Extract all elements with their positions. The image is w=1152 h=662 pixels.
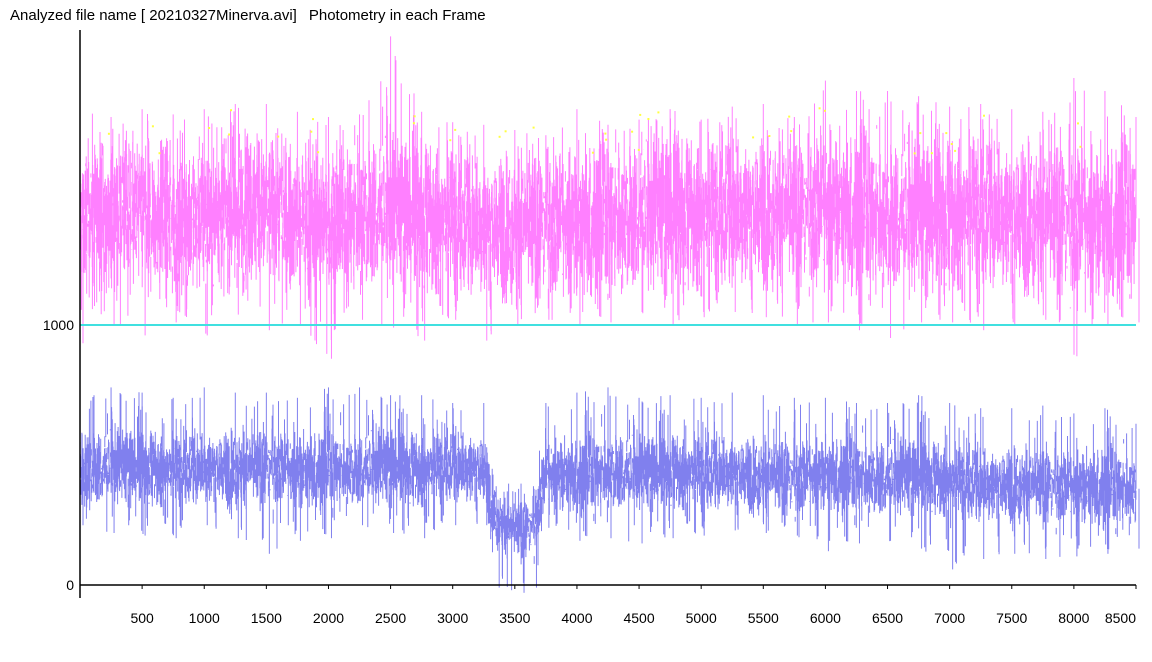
outlier-point — [788, 115, 791, 118]
x-tick-label: 3500 — [499, 610, 530, 626]
outlier-point — [532, 126, 535, 129]
x-tick-label: 3000 — [437, 610, 468, 626]
x-tick-label: 5500 — [748, 610, 779, 626]
outlier-point — [954, 149, 957, 152]
x-tick-label: 1500 — [251, 610, 282, 626]
chart-axes — [79, 30, 1136, 598]
outlier-point — [498, 135, 501, 138]
outlier-point — [605, 138, 608, 141]
y-tick-label: 0 — [66, 577, 74, 593]
x-tick-label: 7000 — [934, 610, 965, 626]
outlier-point — [647, 118, 650, 120]
outlier-point — [919, 132, 922, 135]
outlier-point — [310, 130, 313, 133]
outlier-point — [1079, 145, 1082, 148]
outlier-point — [631, 130, 634, 133]
outlier-point — [454, 128, 457, 131]
outlier-point — [277, 135, 280, 138]
outlier-point — [1077, 122, 1079, 125]
outlier-point — [413, 115, 416, 118]
outlier-point — [158, 152, 161, 155]
y-tick-label: 1000 — [43, 317, 74, 333]
outlier-point — [228, 133, 231, 136]
x-tick-label: 4000 — [561, 610, 592, 626]
x-tick-label: 500 — [130, 610, 154, 626]
outlier-point — [208, 127, 211, 129]
outlier-point — [768, 135, 771, 137]
outlier-point — [230, 109, 232, 112]
x-tick-label: 1000 — [189, 610, 220, 626]
outlier-point — [312, 118, 314, 121]
outlier-point — [945, 132, 948, 135]
outlier-point — [449, 139, 452, 142]
outlier-point — [591, 151, 594, 154]
outlier-point — [639, 113, 642, 116]
outlier-point — [752, 136, 755, 139]
y-axis-ticks: 0 1000 — [43, 317, 74, 593]
x-axis-ticks: 500 1000 1500 2000 2500 3000 3500 4000 4500 5000 5… — [130, 585, 1137, 626]
outlier-point — [930, 152, 933, 155]
outlier-point — [412, 122, 415, 125]
outlier-point — [983, 114, 985, 117]
outlier-point — [823, 109, 826, 112]
outlier-point — [151, 125, 154, 128]
outlier-point — [107, 132, 110, 135]
x-tick-label: 5000 — [686, 610, 717, 626]
x-tick-label: 4500 — [623, 610, 654, 626]
x-tick-label: 8500 — [1105, 610, 1136, 626]
outlier-point — [790, 130, 793, 133]
outlier-point — [913, 152, 916, 155]
outlier-point — [504, 130, 507, 133]
outlier-point — [657, 111, 660, 114]
outlier-point — [317, 151, 320, 154]
outlier-point — [818, 107, 821, 110]
series-target — [79, 36, 1140, 359]
x-tick-label: 7500 — [996, 610, 1027, 626]
window-header: Analyzed file name [ 20210327Minerva.avi… — [10, 7, 498, 24]
series-comparison — [79, 387, 1140, 593]
outlier-point — [950, 143, 953, 145]
x-tick-label: 8000 — [1058, 610, 1089, 626]
x-tick-label: 6000 — [810, 610, 841, 626]
chart-title: Photometry in each Frame — [308, 7, 486, 24]
x-tick-label: 2000 — [313, 610, 344, 626]
x-tick-label: 6500 — [872, 610, 903, 626]
analyzed-file-label: Analyzed file name [ 20210327Minerva.avi… — [10, 7, 297, 24]
x-tick-label: 2500 — [375, 610, 406, 626]
outlier-point — [637, 148, 640, 151]
outlier-point — [604, 132, 607, 135]
